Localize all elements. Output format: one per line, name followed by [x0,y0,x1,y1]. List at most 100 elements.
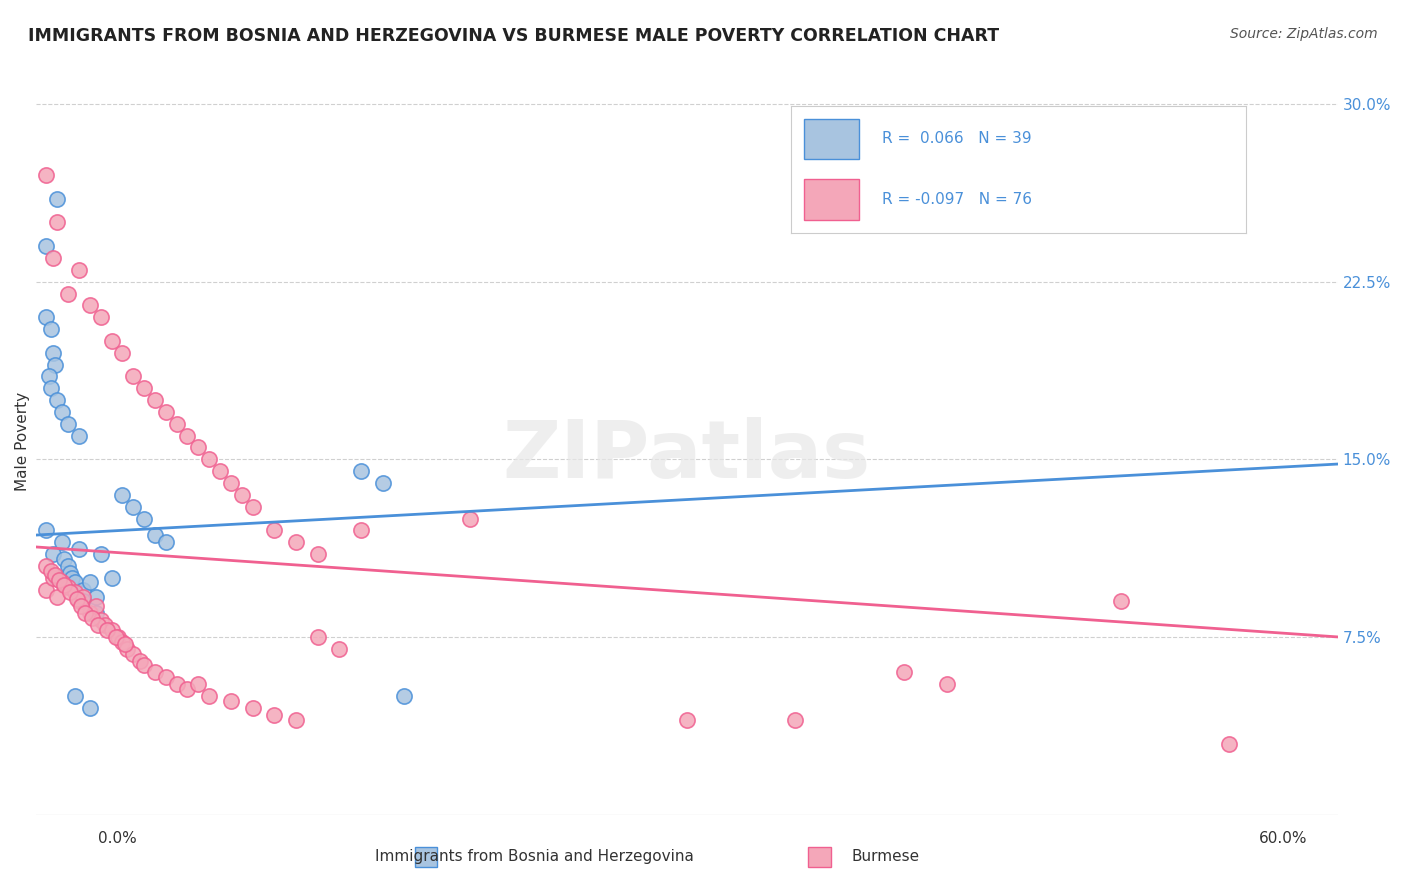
Point [63,689,86,703]
Point [198,689,221,703]
Point [51,405,73,419]
Point [122,500,145,514]
Point [66,592,89,607]
Point [56,286,79,301]
Point [90,613,112,627]
Point [35,239,58,253]
Point [104,630,127,644]
Point [70,599,93,614]
Point [371,475,394,490]
Point [208,464,231,478]
Point [35,582,58,597]
Point [79,575,101,590]
Point [115,641,138,656]
Point [143,393,166,408]
Text: Source: ZipAtlas.com: Source: ZipAtlas.com [1230,27,1378,41]
Point [56,558,79,573]
Point [48,573,70,587]
Point [458,511,481,525]
Point [155,405,177,419]
Point [46,393,69,408]
Point [143,665,166,680]
Point [62,571,84,585]
Point [79,606,101,620]
Point [39,564,62,578]
Point [231,488,253,502]
Point [42,345,65,359]
Point [67,542,90,557]
Point [285,535,308,549]
Point [328,641,350,656]
Point [166,677,188,691]
Point [90,310,112,325]
Point [96,623,118,637]
Point [785,713,807,727]
Point [35,524,58,538]
Point [72,594,94,608]
Point [86,606,108,620]
Point [155,670,177,684]
Point [67,263,90,277]
Point [35,310,58,325]
Point [100,623,122,637]
Text: 60.0%: 60.0% [1260,831,1308,846]
Point [350,464,373,478]
Point [100,571,122,585]
Point [35,558,58,573]
Point [263,524,285,538]
Point [307,547,329,561]
Point [87,618,110,632]
Point [114,637,136,651]
Point [79,298,101,312]
Point [44,358,66,372]
Point [75,606,97,620]
Point [219,694,242,708]
Point [44,568,66,582]
Point [86,599,108,614]
Point [59,585,82,599]
Point [94,618,117,632]
Point [79,701,101,715]
Point [1109,594,1132,608]
Point [132,381,155,395]
Point [128,654,150,668]
Text: 0.0%: 0.0% [98,831,138,846]
Point [42,547,65,561]
Point [111,488,134,502]
Point [285,713,308,727]
Point [936,677,959,691]
Point [51,535,73,549]
Point [242,701,264,715]
Point [67,428,90,442]
Point [42,251,65,265]
Point [176,681,198,696]
Point [39,322,62,336]
Point [307,630,329,644]
Point [46,571,69,585]
Point [893,665,915,680]
Point [176,428,198,442]
Point [107,630,129,644]
Point [122,369,145,384]
Point [132,511,155,525]
Point [122,647,145,661]
Point [46,590,69,604]
Point [242,500,264,514]
Point [52,551,75,566]
Point [46,215,69,229]
Point [143,528,166,542]
Point [42,571,65,585]
Point [187,441,209,455]
Point [46,192,69,206]
Point [39,381,62,395]
Point [166,417,188,431]
Text: Immigrants from Bosnia and Herzegovina: Immigrants from Bosnia and Herzegovina [375,849,693,863]
Point [86,590,108,604]
Point [1218,737,1240,751]
Point [35,168,58,182]
Point [187,677,209,691]
Point [52,578,75,592]
Point [51,575,73,590]
Point [72,590,94,604]
Point [394,689,416,703]
